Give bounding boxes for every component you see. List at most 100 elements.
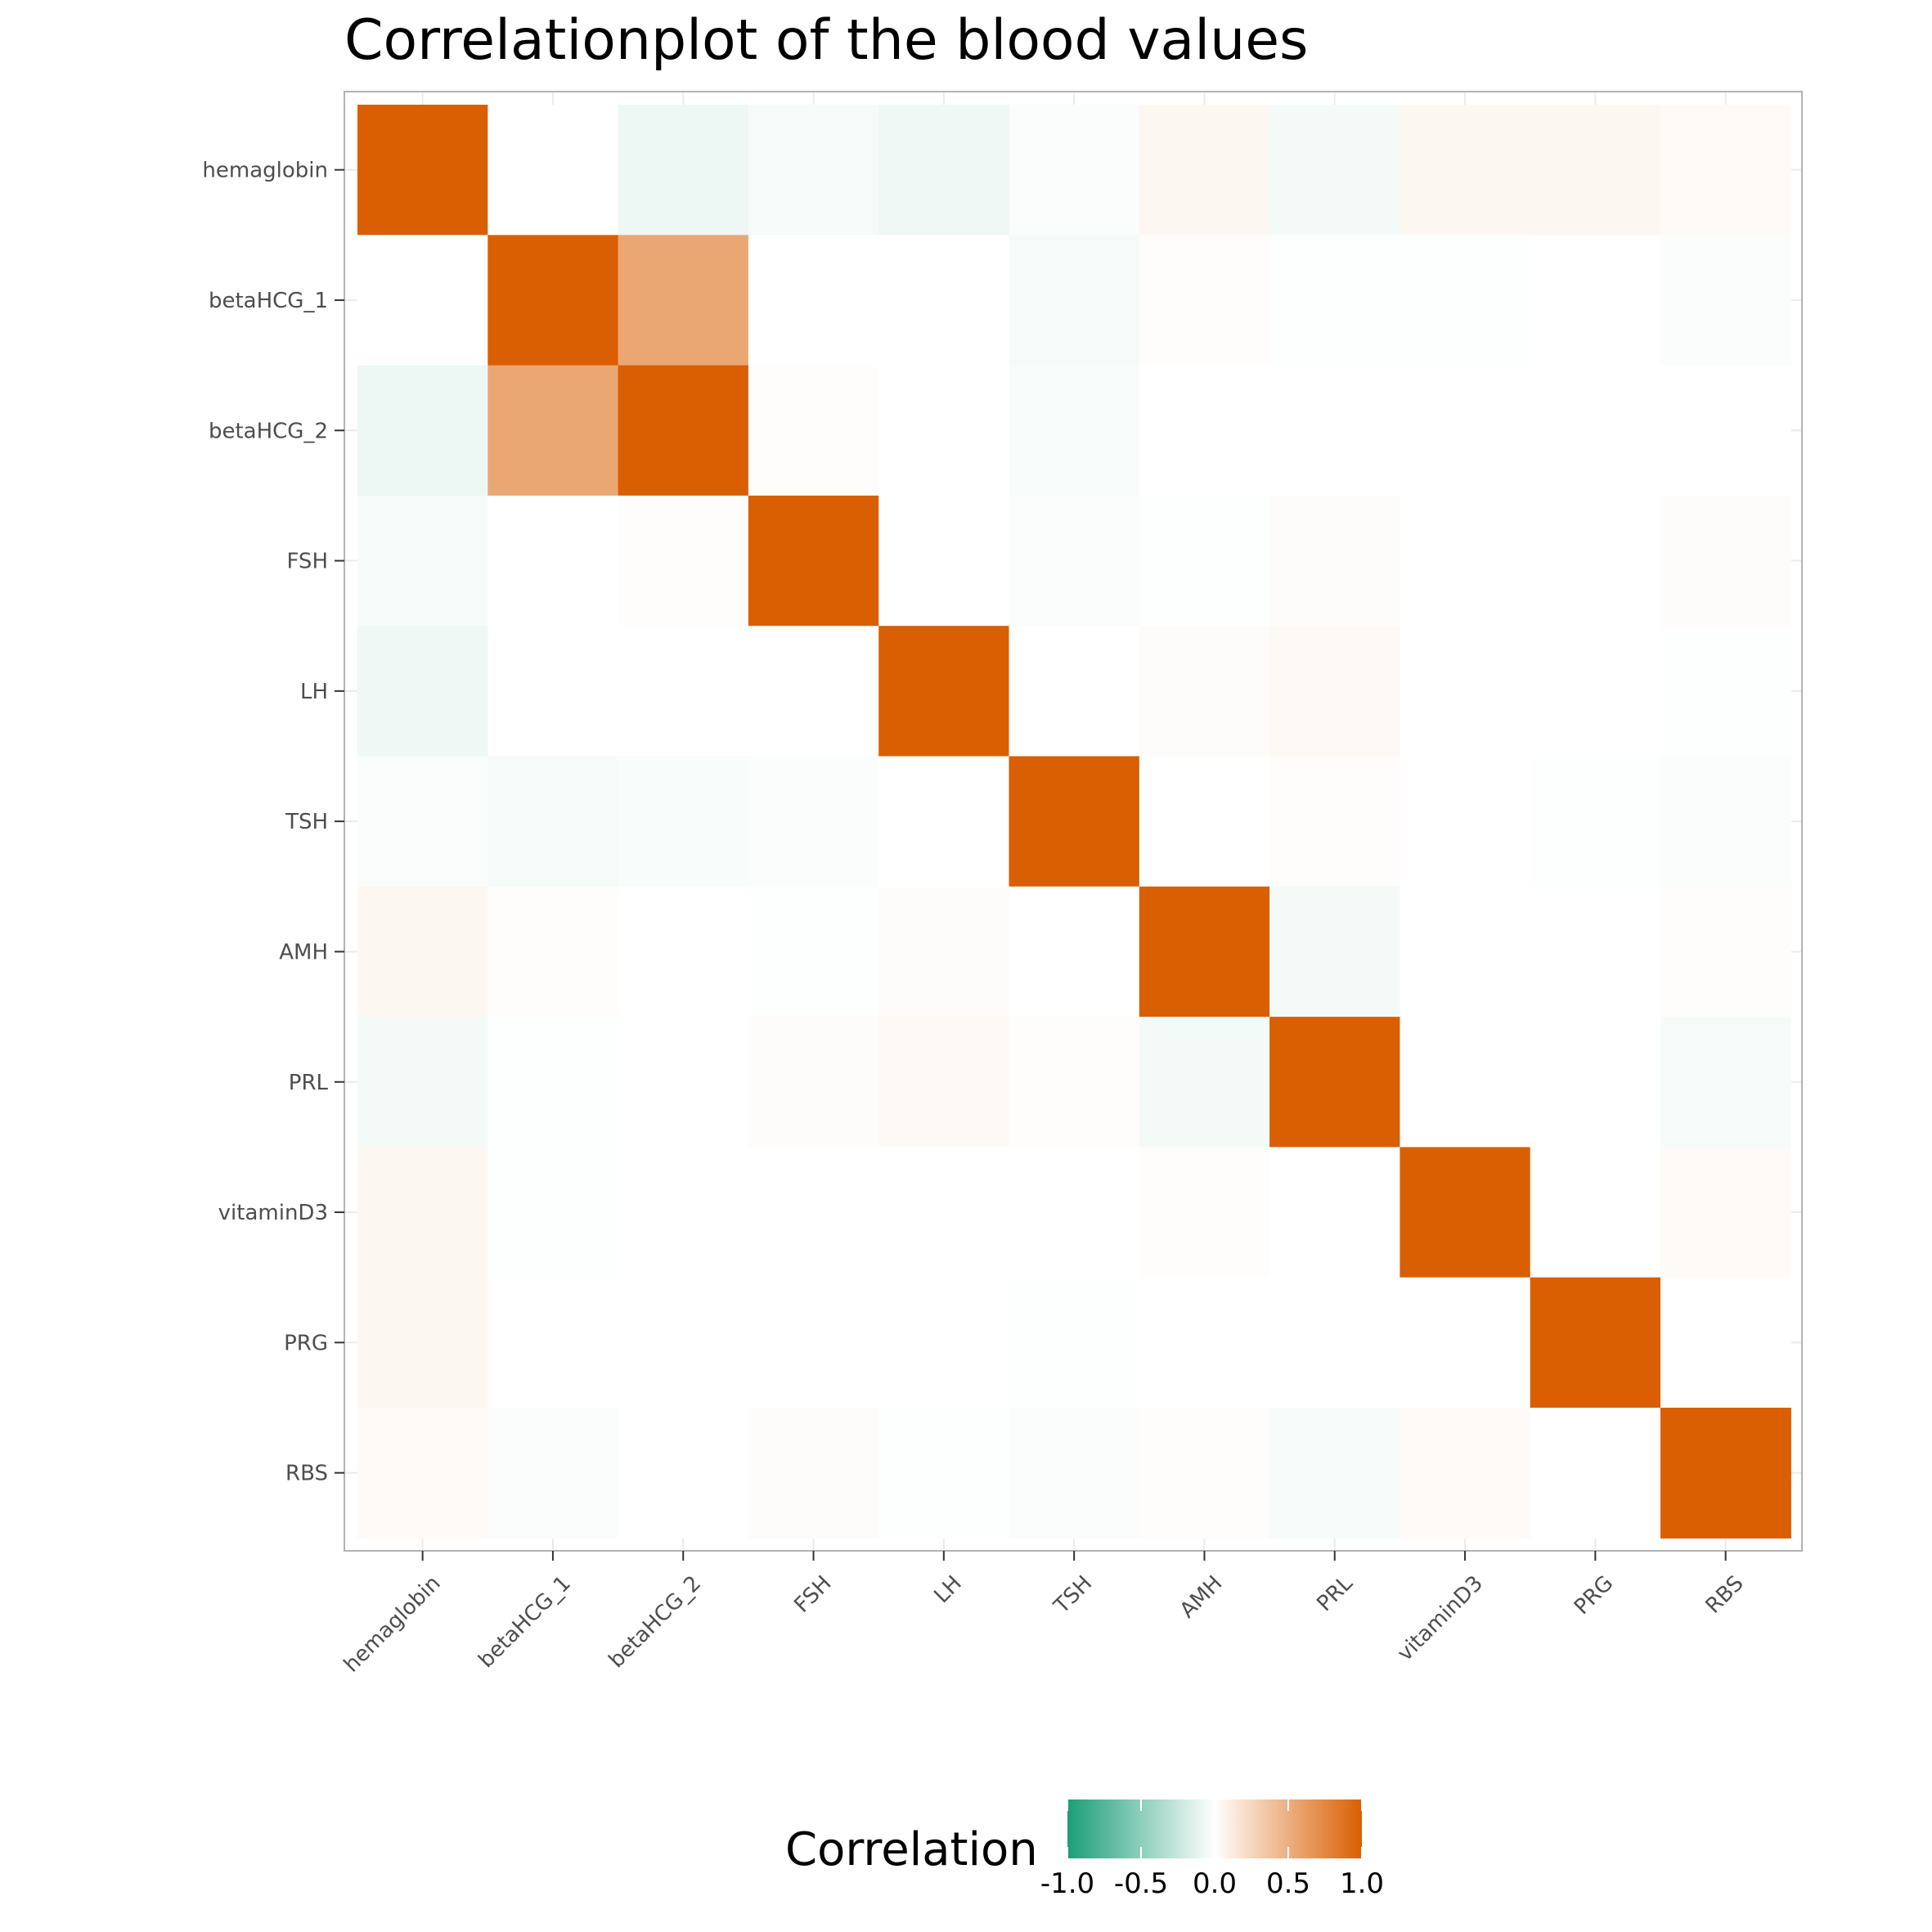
heatmap-cell-tsh-betahcg-2 bbox=[618, 756, 749, 887]
heatmap-cell-betahcg-2-lh bbox=[878, 365, 1010, 496]
x-tick-label-lh: LH bbox=[930, 1571, 967, 1608]
heatmap-cell-hemaglobin-betahcg-1 bbox=[487, 105, 619, 236]
heatmap-cell-prg-vitamind3 bbox=[1400, 1277, 1531, 1409]
heatmap-cell-prl-prg bbox=[1530, 1017, 1661, 1148]
y-axis: hemaglobin betaHCG_1 betaHCG_2 FSH LH TSH AMH P… bbox=[202, 159, 344, 1486]
heatmap-cell-prg-lh bbox=[878, 1277, 1010, 1409]
legend-title: Correlation bbox=[785, 1823, 1038, 1876]
heatmap-cell-betahcg-2-amh bbox=[1139, 365, 1270, 496]
heatmap-cell-hemaglobin-fsh bbox=[748, 105, 879, 236]
heatmap-cell-prg-tsh bbox=[1009, 1277, 1140, 1409]
heatmap-cell-betahcg-1-betahcg-1 bbox=[487, 235, 619, 366]
legend-tick-label: 0.5 bbox=[1266, 1867, 1310, 1900]
x-tick-label-rbs: RBS bbox=[1701, 1571, 1749, 1619]
heatmap-cell-lh-vitamind3 bbox=[1400, 626, 1531, 757]
heatmap-cell-betahcg-2-betahcg-1 bbox=[487, 365, 619, 496]
heatmap-cell-lh-prl bbox=[1269, 626, 1400, 757]
heatmap-cell-vitamind3-tsh bbox=[1009, 1147, 1140, 1278]
x-tick-label-betahcg-2: betaHCG_2 bbox=[604, 1571, 706, 1673]
heatmap-cell-tsh-amh bbox=[1139, 756, 1270, 887]
heatmap-cell-tsh-tsh bbox=[1009, 756, 1140, 887]
heatmap-cell-tsh-rbs bbox=[1660, 756, 1791, 887]
heatmap-cell-rbs-prg bbox=[1530, 1408, 1661, 1539]
y-tick-label-prg: PRG bbox=[284, 1331, 328, 1355]
heatmap-cells bbox=[357, 105, 1791, 1539]
heatmap-cell-amh-rbs bbox=[1660, 886, 1791, 1018]
chart-title: Correlationplot of the blood values bbox=[344, 8, 1308, 73]
legend-tick-label: -0.5 bbox=[1114, 1867, 1168, 1900]
heatmap-cell-fsh-prl bbox=[1269, 495, 1400, 627]
heatmap-cell-prg-betahcg-1 bbox=[487, 1277, 619, 1409]
heatmap-cell-tsh-prl bbox=[1269, 756, 1400, 887]
heatmap-cell-prl-amh bbox=[1139, 1017, 1270, 1148]
heatmap-cell-hemaglobin-vitamind3 bbox=[1400, 105, 1531, 236]
heatmap-cell-amh-vitamind3 bbox=[1400, 886, 1531, 1018]
heatmap-cell-tsh-prg bbox=[1530, 756, 1661, 887]
y-tick-label-lh: LH bbox=[300, 680, 328, 704]
heatmap-cell-betahcg-2-betahcg-2 bbox=[618, 365, 749, 496]
heatmap-cell-rbs-betahcg-1 bbox=[487, 1408, 619, 1539]
heatmap-cell-betahcg-2-tsh bbox=[1009, 365, 1140, 496]
heatmap-cell-lh-lh bbox=[878, 626, 1010, 757]
heatmap-cell-betahcg-1-hemaglobin bbox=[357, 235, 488, 366]
y-tick-label-vitamind3: vitaminD3 bbox=[218, 1201, 328, 1225]
heatmap-cell-rbs-lh bbox=[878, 1408, 1010, 1539]
heatmap-cell-tsh-fsh bbox=[748, 756, 879, 887]
y-tick-label-amh: AMH bbox=[279, 940, 328, 964]
heatmap-cell-vitamind3-lh bbox=[878, 1147, 1010, 1278]
heatmap-cell-lh-tsh bbox=[1009, 626, 1140, 757]
heatmap-cell-hemaglobin-tsh bbox=[1009, 105, 1140, 236]
heatmap-cell-rbs-amh bbox=[1139, 1408, 1270, 1539]
heatmap-cell-amh-fsh bbox=[748, 886, 879, 1018]
heatmap-cell-fsh-tsh bbox=[1009, 495, 1140, 627]
heatmap-cell-prl-tsh bbox=[1009, 1017, 1140, 1148]
heatmap-cell-vitamind3-hemaglobin bbox=[357, 1147, 488, 1278]
heatmap-cell-hemaglobin-prl bbox=[1269, 105, 1400, 236]
heatmap-cell-hemaglobin-lh bbox=[878, 105, 1010, 236]
heatmap-cell-fsh-rbs bbox=[1660, 495, 1791, 627]
x-tick-label-hemaglobin: hemaglobin bbox=[339, 1571, 446, 1678]
heatmap-cell-prl-betahcg-2 bbox=[618, 1017, 749, 1148]
x-tick-label-fsh: FSH bbox=[790, 1571, 837, 1618]
heatmap-cell-vitamind3-prg bbox=[1530, 1147, 1661, 1278]
heatmap-cell-vitamind3-prl bbox=[1269, 1147, 1400, 1278]
heatmap-cell-vitamind3-fsh bbox=[748, 1147, 879, 1278]
heatmap-cell-rbs-prl bbox=[1269, 1408, 1400, 1539]
heatmap-cell-vitamind3-betahcg-2 bbox=[618, 1147, 749, 1278]
heatmap-cell-amh-betahcg-2 bbox=[618, 886, 749, 1018]
heatmap-cell-fsh-hemaglobin bbox=[357, 495, 488, 627]
heatmap-cell-amh-prl bbox=[1269, 886, 1400, 1018]
legend-tick-label: -1.0 bbox=[1040, 1867, 1094, 1900]
y-tick-label-betahcg-2: betaHCG_2 bbox=[209, 419, 328, 443]
heatmap-cell-betahcg-1-fsh bbox=[748, 235, 879, 366]
heatmap-cell-betahcg-2-prg bbox=[1530, 365, 1661, 496]
x-axis: hemaglobin betaHCG_1 betaHCG_2 FSH LH TSH AMH P… bbox=[339, 1551, 1749, 1678]
heatmap-cell-betahcg-1-lh bbox=[878, 235, 1010, 366]
heatmap-cell-prg-fsh bbox=[748, 1277, 879, 1409]
y-tick-label-hemaglobin: hemaglobin bbox=[202, 159, 328, 183]
heatmap-cell-rbs-hemaglobin bbox=[357, 1408, 488, 1539]
heatmap-cell-vitamind3-betahcg-1 bbox=[487, 1147, 619, 1278]
heatmap-cell-prg-prg bbox=[1530, 1277, 1661, 1409]
y-tick-label-rbs: RBS bbox=[285, 1462, 328, 1486]
x-tick-label-tsh: TSH bbox=[1049, 1571, 1097, 1620]
legend-tick-label: 1.0 bbox=[1340, 1867, 1384, 1900]
heatmap-cell-fsh-lh bbox=[878, 495, 1010, 627]
heatmap-cell-betahcg-2-vitamind3 bbox=[1400, 365, 1531, 496]
heatmap-cell-vitamind3-amh bbox=[1139, 1147, 1270, 1278]
x-tick-label-prg: PRG bbox=[1570, 1571, 1618, 1620]
heatmap-cell-tsh-hemaglobin bbox=[357, 756, 488, 887]
heatmap-cell-rbs-rbs bbox=[1660, 1408, 1791, 1539]
heatmap-cell-prl-hemaglobin bbox=[357, 1017, 488, 1148]
heatmap-cell-vitamind3-rbs bbox=[1660, 1147, 1791, 1278]
x-tick-label-vitamind3: vitaminD3 bbox=[1393, 1571, 1488, 1666]
heatmap-cell-prl-rbs bbox=[1660, 1017, 1791, 1148]
x-tick-label-amh: AMH bbox=[1175, 1571, 1227, 1623]
heatmap-cell-tsh-betahcg-1 bbox=[487, 756, 619, 887]
heatmap-cell-prl-lh bbox=[878, 1017, 1010, 1148]
heatmap-cell-fsh-vitamind3 bbox=[1400, 495, 1531, 627]
heatmap-cell-prl-prl bbox=[1269, 1017, 1400, 1148]
legend: Correlation -1.0 -0.5 0.0 0.5 1.0 bbox=[785, 1799, 1384, 1900]
